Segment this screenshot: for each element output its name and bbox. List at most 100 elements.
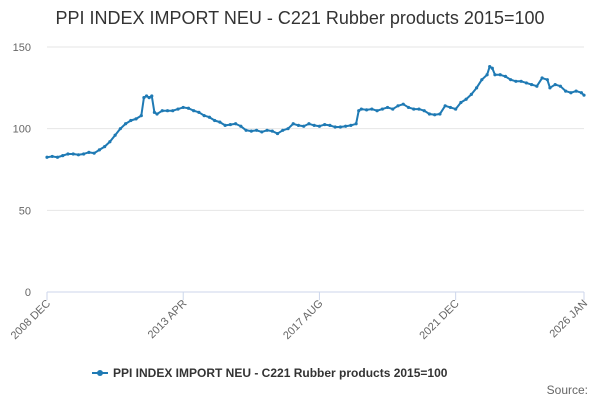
data-point — [97, 148, 101, 152]
y-tick-label: 150 — [13, 42, 31, 54]
data-point — [249, 129, 253, 133]
data-point — [488, 65, 492, 69]
data-point — [142, 96, 146, 100]
data-point — [438, 112, 442, 116]
data-point — [291, 122, 295, 126]
data-point — [564, 89, 568, 93]
data-point — [228, 122, 232, 127]
legend-point-marker — [97, 370, 103, 376]
data-point — [338, 125, 342, 129]
data-point — [344, 124, 348, 128]
data-point — [548, 86, 552, 90]
series-line — [46, 65, 585, 159]
data-point — [123, 122, 128, 126]
data-point — [270, 129, 274, 133]
data-point — [45, 155, 49, 159]
data-point — [375, 109, 379, 113]
data-point — [328, 123, 332, 127]
data-point — [545, 78, 549, 82]
data-point — [186, 106, 191, 110]
data-point — [103, 145, 107, 149]
x-tick-label: 2017 AUG — [281, 298, 325, 342]
data-point — [71, 152, 75, 156]
data-point — [524, 81, 528, 85]
data-point — [459, 100, 463, 105]
data-point — [134, 117, 138, 121]
x-tick-label: 2026 JAN — [547, 298, 590, 341]
data-point — [454, 107, 458, 111]
data-point — [433, 113, 437, 117]
data-point — [357, 109, 361, 113]
data-point — [448, 105, 452, 110]
data-point — [396, 104, 400, 108]
data-point — [317, 124, 322, 128]
data-point — [207, 115, 212, 119]
data-point — [427, 112, 432, 116]
data-point — [498, 73, 502, 77]
data-point — [239, 124, 243, 128]
data-point — [401, 102, 405, 106]
data-point — [333, 125, 337, 129]
data-point — [464, 97, 468, 101]
data-point — [364, 108, 369, 112]
data-point — [213, 118, 217, 123]
data-point — [218, 120, 222, 124]
data-point — [323, 122, 327, 127]
data-point — [155, 112, 159, 116]
data-point — [480, 78, 484, 82]
data-point — [129, 118, 133, 123]
data-point — [569, 91, 573, 95]
data-point — [181, 105, 185, 110]
chart-title: PPI INDEX IMPORT NEU - C221 Rubber produ… — [55, 8, 544, 28]
data-point — [558, 84, 563, 88]
data-point — [61, 154, 65, 158]
data-point — [553, 82, 557, 87]
data-point — [281, 128, 285, 132]
data-point — [265, 128, 269, 132]
data-point — [302, 124, 306, 128]
data-point — [244, 128, 248, 132]
data-point — [254, 128, 259, 132]
data-point — [147, 96, 151, 100]
data-point — [475, 86, 479, 90]
data-point — [160, 109, 164, 113]
grid — [47, 46, 584, 211]
data-point — [579, 91, 583, 95]
data-point — [139, 114, 143, 118]
data-point — [514, 79, 518, 83]
data-point — [509, 78, 513, 82]
data-point — [417, 107, 421, 111]
data-point — [469, 92, 473, 96]
x-tick-label: 2008 DEC — [9, 298, 53, 342]
data-point — [223, 123, 227, 127]
data-point — [260, 130, 264, 134]
data-point — [307, 122, 311, 126]
data-point — [144, 94, 149, 98]
data-point — [202, 114, 206, 118]
data-point — [165, 109, 170, 113]
data-point — [108, 140, 112, 144]
data-point — [443, 104, 447, 108]
data-point — [118, 127, 122, 131]
data-point — [493, 73, 497, 77]
data-point — [275, 131, 280, 136]
data-point — [530, 82, 534, 87]
data-point — [406, 105, 411, 110]
data-point — [359, 107, 363, 111]
data-point — [349, 123, 353, 127]
data-point — [535, 84, 539, 88]
data-point — [540, 76, 544, 80]
series-layer — [45, 65, 586, 159]
data-point — [171, 109, 175, 113]
data-point — [150, 94, 154, 98]
legend[interactable]: PPI INDEX IMPORT NEU - C221 Rubber produ… — [92, 366, 448, 380]
data-point — [152, 110, 156, 114]
data-point — [380, 107, 384, 111]
x-tick-label: 2013 APR — [146, 298, 190, 342]
data-point — [312, 123, 316, 127]
data-point — [354, 122, 358, 126]
data-point — [490, 66, 494, 70]
y-axis: 0 50 100 150 — [13, 42, 31, 299]
legend-series-label[interactable]: PPI INDEX IMPORT NEU - C221 Rubber produ… — [113, 366, 448, 380]
